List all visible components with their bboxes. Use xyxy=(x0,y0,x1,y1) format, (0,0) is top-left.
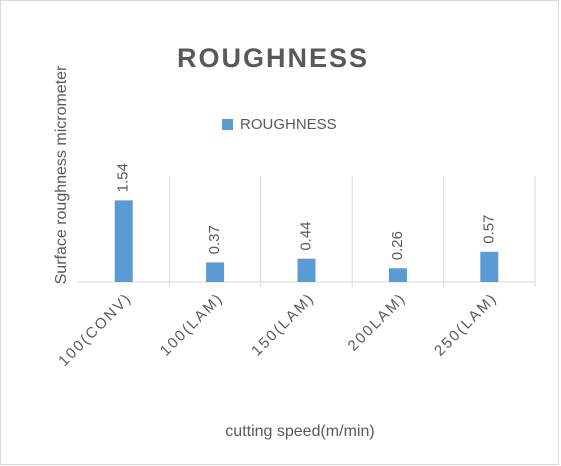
x-axis-title: cutting speed(m/min) xyxy=(225,423,374,440)
bar xyxy=(480,251,499,282)
legend-swatch xyxy=(222,119,233,130)
bar xyxy=(297,258,316,282)
y-axis-title: Surface roughness micrometer xyxy=(53,65,70,284)
data-label: 1.54 xyxy=(115,163,132,192)
data-label: 0.57 xyxy=(480,215,497,244)
bar xyxy=(114,200,133,282)
data-label: 0.37 xyxy=(206,225,223,254)
legend-label: ROUGHNESS xyxy=(240,116,337,133)
bar xyxy=(206,262,225,282)
data-label: 0.26 xyxy=(389,231,406,260)
bar xyxy=(388,268,407,282)
chart-title: ROUGHNESS xyxy=(177,43,369,73)
data-label: 0.44 xyxy=(297,221,314,250)
